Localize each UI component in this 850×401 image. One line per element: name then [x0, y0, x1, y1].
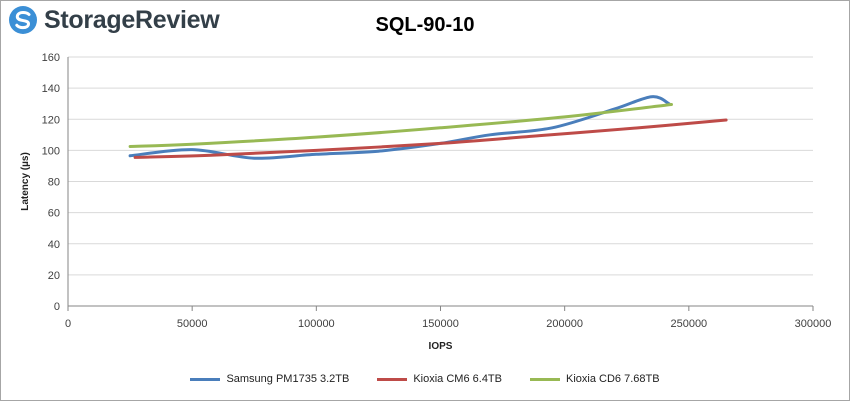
y-tick-label: 120 [42, 114, 60, 126]
chart-title: SQL-90-10 [375, 14, 475, 36]
y-tick-label: 160 [42, 52, 60, 64]
legend-swatch [190, 377, 221, 381]
series-line-samsung-pm1735-3-2tb [128, 95, 671, 160]
legend-label: Samsung PM1735 3.2TB [226, 373, 350, 385]
y-tick-label: 0 [54, 301, 60, 313]
y-tick-label: 140 [42, 83, 60, 95]
legend-item-kioxia-cm6-6-4tb: Kioxia CM6 6.4TB [377, 373, 502, 385]
chart-legend: Samsung PM1735 3.2TB Kioxia CM6 6.4TB Kiox… [0, 373, 850, 385]
axes [67, 57, 814, 311]
x-axis-title: IOPS [429, 341, 453, 352]
y-tick-labels: 0 20 40 60 80 100 120 140 160 [42, 52, 60, 313]
x-tick-label: 0 [65, 318, 71, 330]
storagereview-logo: StorageReview [8, 4, 220, 36]
x-tick-labels: 0 50000 100000 150000 200000 250000 300000 [65, 318, 831, 330]
x-tick-label: 100000 [298, 318, 335, 330]
legend-item-samsung-pm1735-3-2tb: Samsung PM1735 3.2TB [190, 373, 349, 385]
legend-label: Kioxia CM6 6.4TB [413, 373, 502, 385]
x-tick-label: 150000 [422, 318, 459, 330]
gridlines [68, 56, 813, 276]
legend-swatch [377, 377, 408, 381]
y-axis-title: Latency (µs) [20, 152, 31, 211]
y-tick-label: 100 [42, 145, 60, 157]
y-tick-label: 80 [48, 177, 60, 189]
series-lines [128, 95, 728, 160]
legend-swatch [530, 377, 560, 381]
x-tick-label: 300000 [795, 318, 832, 330]
legend-label: Kioxia CD6 7.68TB [566, 373, 660, 385]
y-tick-label: 20 [48, 270, 60, 282]
x-tick-label: 50000 [177, 318, 208, 330]
y-tick-label: 40 [48, 239, 60, 251]
y-tick-label: 60 [48, 208, 60, 220]
series-line-kioxia-cd6-7-68tb [128, 103, 673, 148]
storagereview-logo-text: StorageReview [44, 5, 220, 34]
legend-item-kioxia-cd6-7-68tb: Kioxia CD6 7.68TB [530, 373, 660, 385]
x-tick-label: 200000 [546, 318, 583, 330]
storagereview-logo-icon [9, 6, 37, 34]
x-tick-label: 250000 [670, 318, 707, 330]
series-line-kioxia-cm6-6-4tb [133, 118, 728, 159]
